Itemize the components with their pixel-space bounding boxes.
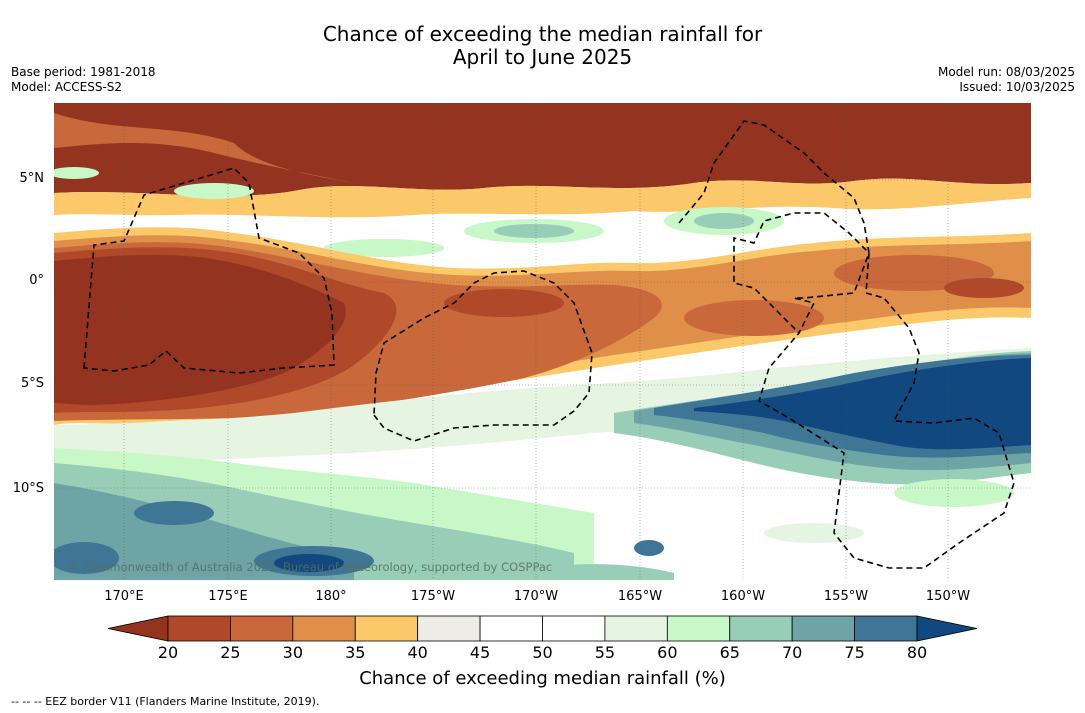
model-name: Model: ACCESS-S2 — [11, 80, 123, 94]
colorbar-tick-label: 80 — [906, 643, 928, 662]
colorbar-cell — [791, 615, 855, 642]
colorbar-cell — [729, 615, 793, 642]
colorbar-tick-label: 50 — [532, 643, 553, 662]
copyright-text: © Commonwealth of Australia 2025, Bureau… — [68, 560, 552, 574]
eez-footer-note: -- -- -- EEZ border V11 (Flanders Marine… — [11, 695, 320, 708]
colorbar-tick-label: 60 — [657, 643, 678, 662]
base-period: Base period: 1981-2018 — [11, 65, 156, 79]
colorbar-cell — [167, 615, 231, 642]
colorbar-cell — [479, 615, 543, 642]
colorbar-tick-label: 70 — [781, 643, 803, 662]
meta-left: Base period: 1981-2018 Model: ACCESS-S2 — [11, 65, 156, 95]
colorbar-tick-label: 40 — [407, 643, 428, 662]
rainfall-map: © Commonwealth of Australia 2025, Bureau… — [54, 103, 1031, 580]
lat-label-0: 0° — [29, 273, 44, 288]
colorbar-tick-label: 20 — [157, 643, 179, 662]
colorbar-tick-label: 55 — [594, 643, 616, 662]
colorbar-tick-label: 25 — [220, 643, 241, 662]
colorbar-cells — [107, 615, 978, 642]
colorbar-cell — [417, 615, 481, 642]
map-title-line-1: Chance of exceeding the median rainfall … — [322, 22, 763, 46]
colorbar-cell — [354, 615, 419, 642]
issued-date: Issued: 10/03/2025 — [959, 80, 1075, 94]
colorbar-tick-label: 35 — [345, 643, 366, 662]
lon-label-170w: 170°W — [513, 589, 559, 604]
lon-label-175w: 175°W — [410, 589, 456, 604]
lon-label-180: 180° — [315, 589, 347, 604]
colorbar-label: Chance of exceeding median rainfall (%) — [359, 668, 726, 689]
lat-label-5s: 5°S — [20, 376, 44, 391]
colorbar-cell — [604, 615, 668, 642]
lon-label-175e: 175°E — [208, 589, 248, 604]
model-run: Model run: 08/03/2025 — [937, 65, 1075, 79]
lat-label-10s: 10°S — [12, 481, 44, 496]
colorbar-cell — [292, 615, 356, 642]
colorbar-cell — [230, 615, 294, 642]
map-title-line-2: April to June 2025 — [452, 45, 633, 69]
lon-label-155w: 155°W — [823, 589, 869, 604]
colorbar-cell — [542, 615, 606, 642]
colorbar-extend-high — [916, 615, 978, 642]
colorbar-tick-label: 65 — [719, 643, 740, 662]
lat-label-5n: 5°N — [19, 171, 45, 186]
colorbar-tick-label: 30 — [282, 643, 303, 662]
lon-label-150w: 150°W — [925, 589, 971, 604]
colorbar-cell — [666, 615, 731, 642]
lon-label-170e: 170°E — [104, 589, 144, 604]
colorbar-tick-label: 45 — [469, 643, 491, 662]
colorbar-extend-low — [107, 615, 169, 642]
colorbar-tick-label: 75 — [844, 643, 865, 662]
colorbar-cell — [854, 615, 918, 642]
meta-right: Model run: 08/03/2025 Issued: 10/03/2025 — [938, 65, 1075, 95]
lon-label-160w: 160°W — [720, 589, 766, 604]
lon-label-165w: 165°W — [617, 589, 663, 604]
